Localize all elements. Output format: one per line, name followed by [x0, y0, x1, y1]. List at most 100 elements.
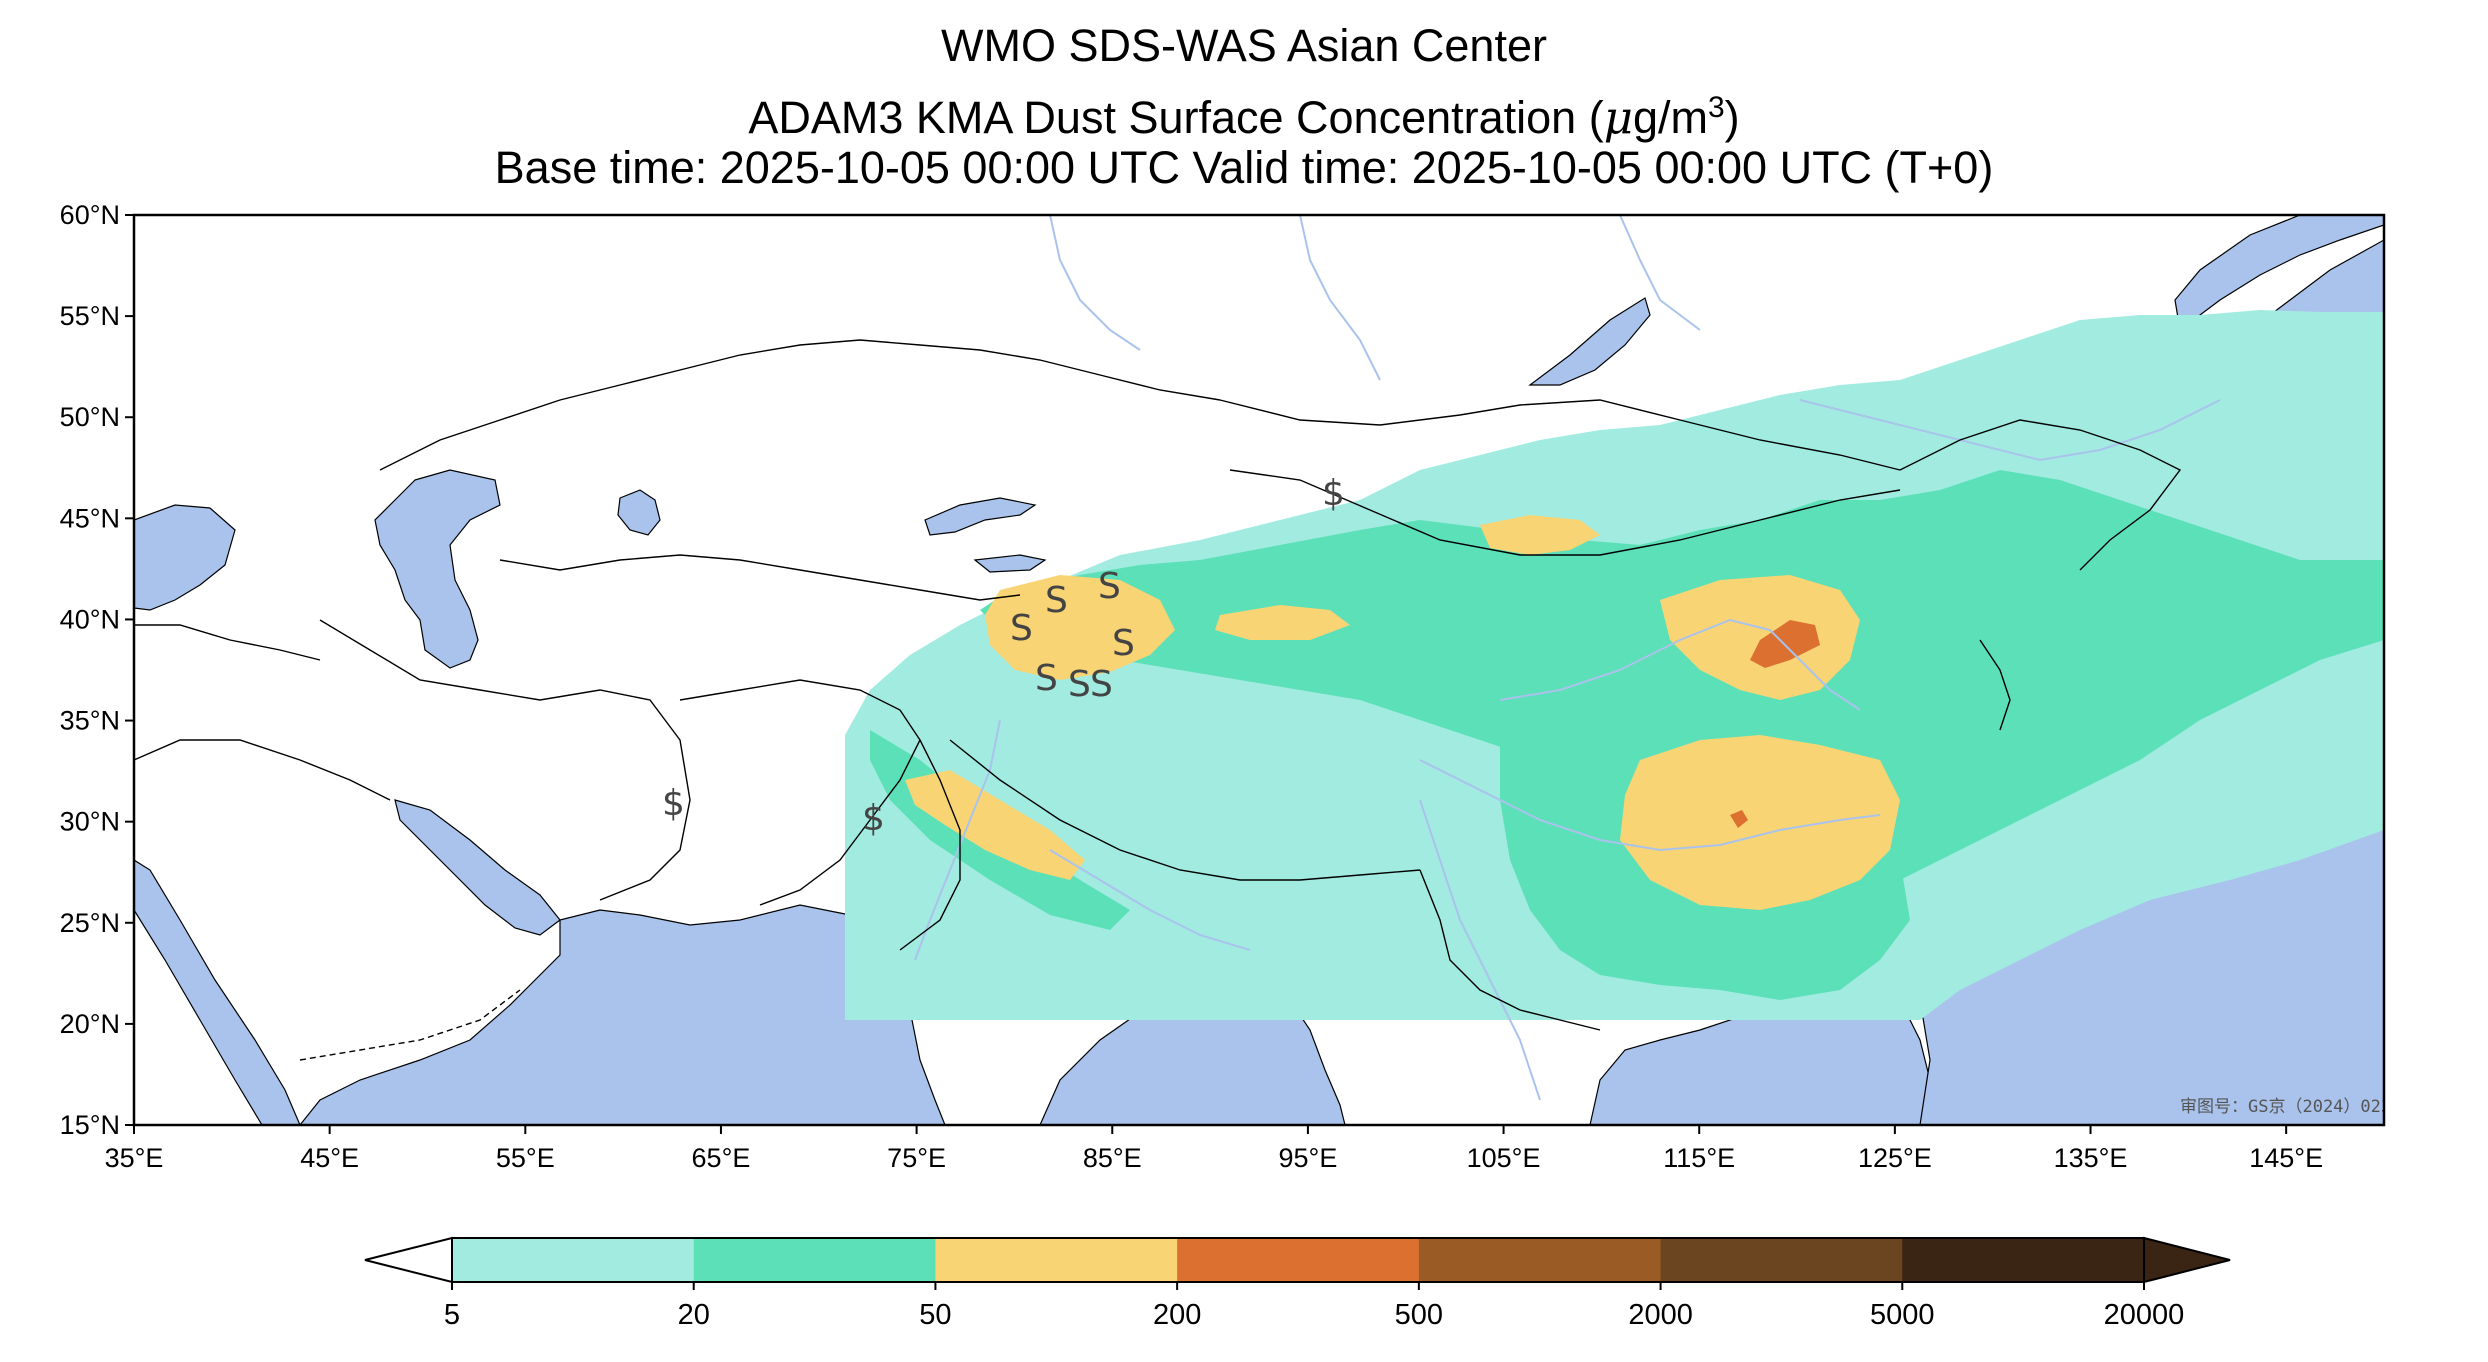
- dust-symbol: S: [1045, 580, 1068, 621]
- lon-tick-label: 145°E: [2249, 1143, 2323, 1173]
- river-yellow: [1499, 618, 1861, 711]
- dust-20-50-region-north: [980, 470, 2384, 880]
- dust-50-200-gobi: [1480, 515, 1600, 555]
- dust-symbol: S: [1010, 608, 1033, 649]
- border-arabian-peninsula: [134, 739, 391, 801]
- river-ganges: [1049, 849, 1251, 951]
- border-russia-kazakhstan: [379, 339, 1221, 471]
- title-mu-symbol: μ: [1603, 91, 1633, 144]
- dust-symbol: S: [1112, 623, 1135, 664]
- haze-symbol: $: [862, 798, 885, 839]
- lon-tick-label: 65°E: [692, 1143, 751, 1173]
- persian-gulf: [394, 799, 561, 936]
- lat-tick-label: 15°N: [60, 1110, 120, 1140]
- lat-tick-label: 55°N: [60, 301, 120, 331]
- lon-tick-label: 125°E: [1858, 1143, 1932, 1173]
- colorbar: 5 20 50 200 500 2000 5000 20000: [364, 1236, 2231, 1331]
- border-china-russia-east: [1899, 419, 2182, 571]
- lake-baikal: [1528, 297, 1651, 386]
- colorbar-extend-high: [2143, 1236, 2231, 1284]
- dust-symbols: S S S S S S S: [1010, 566, 1135, 705]
- lake-balkhash: [924, 497, 1037, 536]
- colorbar-label: 5: [444, 1299, 460, 1331]
- colorbar-extend-low: [364, 1236, 453, 1284]
- lat-tick-label: 45°N: [60, 503, 120, 533]
- lon-tick-label: 115°E: [1663, 1143, 1735, 1173]
- dust-symbol: S: [1068, 664, 1091, 705]
- haze-symbol: $: [662, 783, 685, 824]
- colorbar-label: 20000: [2104, 1299, 2185, 1331]
- colorbar-label: 500: [1395, 1299, 1443, 1331]
- lon-tick-label: 55°E: [496, 1143, 555, 1173]
- latitude-ticks: 60°N 55°N 50°N 45°N 40°N 35°N 30°N 25°N 20°N 15°N: [60, 200, 134, 1140]
- red-sea: [134, 859, 301, 1125]
- border-saudi-yemen: [299, 989, 521, 1061]
- lake-issyk-kul: [973, 554, 1047, 573]
- border-iran: [319, 619, 691, 901]
- dust-50-200-hexi: [1215, 605, 1350, 640]
- arabian-sea: [299, 904, 946, 1125]
- dust-concentration-layer: [845, 310, 2384, 1020]
- border-mongolia-china: [1229, 469, 1901, 556]
- lat-tick-label: 20°N: [60, 1009, 120, 1039]
- border-pakistan-india: [899, 739, 961, 951]
- border-turkey: [134, 624, 321, 661]
- map-frame: [132, 213, 2386, 1127]
- river-mekong: [1419, 799, 1541, 1101]
- sea-of-okhotsk: [2174, 215, 2384, 332]
- longitude-ticks: 35°E 45°E 55°E 65°E 75°E 85°E 95°E 105°E 115°E 12…: [105, 1125, 2323, 1173]
- lat-tick-label: 60°N: [60, 200, 120, 230]
- dust-symbol: S: [1098, 566, 1121, 607]
- haze-symbol: $: [1322, 473, 1345, 514]
- dust-50-200-taklimakan: [985, 575, 1175, 680]
- lon-tick-label: 105°E: [1467, 1143, 1541, 1173]
- colorbar-label: 200: [1153, 1299, 1201, 1331]
- aral-sea: [617, 489, 661, 536]
- title-line-1: WMO SDS-WAS Asian Center: [941, 20, 1547, 71]
- river-yenisei: [1299, 215, 1381, 381]
- river-amur: [1799, 399, 2221, 462]
- caspian-sea: [374, 469, 501, 669]
- title-line-2-prefix: ADAM3 KMA Dust Surface Concentration (: [748, 92, 1604, 143]
- colorbar-swatch: [1177, 1238, 1420, 1282]
- colorbar-label: 50: [919, 1299, 951, 1331]
- lat-tick-label: 50°N: [60, 402, 120, 432]
- border-korea: [1979, 639, 2011, 731]
- lat-tick-label: 35°N: [60, 706, 120, 736]
- river-ob: [1049, 215, 1141, 351]
- dust-200-500-central: [1730, 810, 1748, 828]
- title-line-2-suffix: ): [1724, 92, 1740, 143]
- border-china-india-nepal: [949, 739, 1421, 881]
- colorbar-swatch: [1902, 1238, 2145, 1282]
- black-sea: [134, 504, 236, 611]
- colorbar-frame: [451, 1237, 2145, 1283]
- title-unit-exponent: 3: [1707, 91, 1725, 124]
- colorbar-labels: 5 20 50 200 500 2000 5000 20000: [444, 1282, 2184, 1331]
- lon-tick-label: 35°E: [105, 1143, 164, 1173]
- map-area: 审图号：GS京（2024）0236号 S S S S S S S $ $ $: [134, 215, 2418, 1125]
- lon-tick-label: 45°E: [300, 1143, 359, 1173]
- haze-symbols: $ $ $: [662, 473, 1345, 839]
- border-russia-mongolia: [1219, 399, 1901, 471]
- colorbar-swatch: [693, 1238, 936, 1282]
- lat-tick-label: 25°N: [60, 908, 120, 938]
- colorbar-swatches: [452, 1238, 2145, 1282]
- colorbar-label: 2000: [1628, 1299, 1693, 1331]
- colorbar-swatch: [1418, 1238, 1662, 1282]
- colorbar-swatch: [1660, 1238, 1903, 1282]
- map-credit: 审图号：GS京（2024）0236号: [2180, 1097, 2418, 1117]
- lon-tick-label: 85°E: [1083, 1143, 1142, 1173]
- lat-tick-label: 40°N: [60, 604, 120, 634]
- lon-tick-label: 135°E: [2054, 1143, 2128, 1173]
- lat-tick-label: 30°N: [60, 807, 120, 837]
- colorbar-label: 20: [678, 1299, 710, 1331]
- title-line-3: Base time: 2025-10-05 00:00 UTC Valid ti…: [494, 142, 1994, 193]
- dust-symbol: S: [1090, 664, 1113, 705]
- colorbar-swatch: [935, 1238, 1178, 1282]
- border-kazakhstan-central-asia: [499, 554, 1021, 601]
- lon-tick-label: 95°E: [1278, 1143, 1337, 1173]
- dust-symbol: S: [1035, 658, 1058, 699]
- river-lena: [1619, 215, 1701, 331]
- border-layer: [134, 339, 2182, 1061]
